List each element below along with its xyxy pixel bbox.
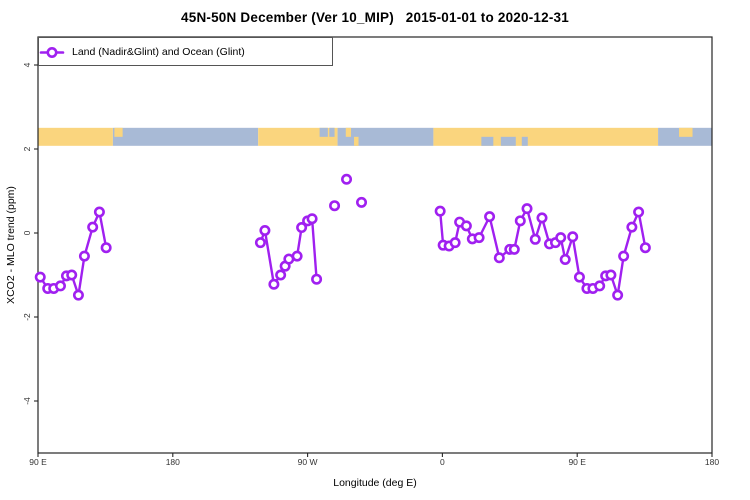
- map-strip-ocean-segment: [337, 127, 434, 146]
- page-title: 45N-50N December (Ver 10_MIP) 2015-01-01…: [181, 10, 569, 25]
- map-strip-land-segment: [38, 127, 113, 146]
- data-point: [605, 269, 617, 281]
- data-point: [633, 206, 645, 218]
- map-strip-detail-land: [354, 136, 359, 146]
- data-point: [54, 280, 66, 292]
- x-tick-label: 90 W: [297, 457, 318, 467]
- data-point-isolated: [329, 200, 341, 212]
- y-tick-label: -2: [22, 313, 32, 321]
- y-tick-label: 2: [22, 146, 32, 152]
- data-point: [594, 280, 606, 292]
- map-strip-ocean-segment: [112, 127, 259, 146]
- data-point: [529, 233, 541, 245]
- map-strip-detail-ocean: [329, 127, 335, 137]
- map-strip-detail-land: [114, 127, 123, 137]
- y-axis-label: XCO2 - MLO trend (ppm): [5, 186, 17, 304]
- data-point: [434, 205, 446, 217]
- data-point: [536, 212, 548, 224]
- data-point: [254, 237, 266, 249]
- data-point: [66, 269, 78, 281]
- data-point: [72, 289, 84, 301]
- data-point: [626, 221, 638, 233]
- data-point: [306, 213, 318, 225]
- data-point: [93, 206, 105, 218]
- data-point: [618, 250, 630, 262]
- x-tick-label: 180: [165, 457, 180, 467]
- y-tick-label: 4: [22, 62, 32, 68]
- data-point: [259, 224, 271, 236]
- x-tick-label: 90 E: [568, 457, 586, 467]
- x-tick-label: 0: [440, 457, 445, 467]
- data-point: [34, 271, 46, 283]
- data-point: [311, 273, 323, 285]
- map-strip-detail-land: [345, 127, 352, 137]
- map-strip-land-segment: [258, 127, 338, 146]
- data-point: [460, 220, 472, 232]
- legend-label: Land (Nadir&Glint) and Ocean (Glint): [72, 46, 245, 58]
- map-strip-detail-ocean: [481, 136, 494, 146]
- x-axis-label: Longitude (deg E): [333, 477, 417, 489]
- legend-marker-icon: [46, 46, 58, 58]
- data-point: [612, 289, 624, 301]
- data-point: [449, 237, 461, 249]
- data-point: [573, 271, 585, 283]
- x-tick-label: 180: [704, 457, 720, 467]
- y-tick-label: -4: [22, 397, 32, 405]
- plot-border: [37, 36, 713, 454]
- data-point: [567, 231, 579, 243]
- data-point: [508, 243, 520, 255]
- map-strip-land-segment: [433, 127, 659, 146]
- map-strip-detail-land: [679, 127, 693, 137]
- data-point: [555, 232, 567, 244]
- map-strip-detail-ocean: [500, 136, 516, 146]
- data-point: [493, 252, 505, 264]
- data-point: [78, 250, 90, 262]
- map-strip-detail-ocean: [521, 136, 528, 146]
- data-point: [87, 221, 99, 233]
- y-tick-label: 0: [22, 230, 32, 236]
- data-point: [275, 269, 287, 281]
- data-point: [100, 242, 112, 254]
- data-point-isolated: [341, 173, 353, 185]
- data-point: [639, 242, 651, 254]
- data-point: [291, 250, 303, 262]
- data-point: [296, 222, 308, 234]
- data-point: [268, 278, 280, 290]
- data-point: [521, 203, 533, 215]
- data-point: [473, 232, 485, 244]
- x-tick-label: 90 E: [29, 457, 47, 467]
- data-point: [559, 253, 571, 265]
- legend-box: [38, 37, 333, 66]
- data-point-isolated: [356, 196, 368, 208]
- map-strip-detail-ocean: [319, 127, 328, 137]
- data-point: [484, 211, 496, 223]
- data-point: [514, 215, 526, 227]
